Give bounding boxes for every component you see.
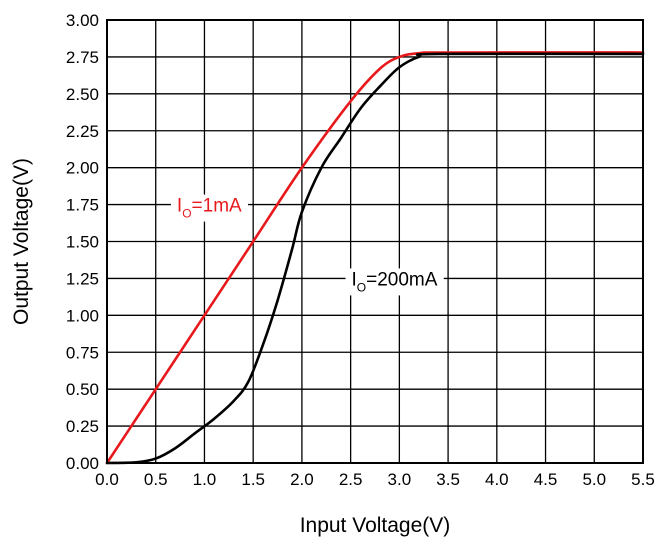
- x-tick-label: 0.5: [144, 470, 168, 489]
- x-tick-label: 3.5: [436, 470, 460, 489]
- x-axis-ticks: 0.0 0.5 1.0 1.5 2.0 2.5 3.0 3.5 4.0 4.5 5.0 5.5: [95, 470, 655, 489]
- y-tick-label: 2.50: [66, 85, 99, 104]
- y-axis-title: Output Voltage(V): [10, 158, 33, 325]
- y-tick-label: 1.25: [66, 269, 99, 288]
- y-tick-label: 0.75: [66, 343, 99, 362]
- x-tick-label: 5.0: [582, 470, 606, 489]
- series-layer: [105, 51, 645, 465]
- x-tick-label: 1.5: [241, 470, 265, 489]
- x-tick-label: 2.0: [290, 470, 314, 489]
- x-tick-label: 3.0: [388, 470, 412, 489]
- annotation-main: I: [177, 196, 182, 217]
- curve-annotation: IO=200mA: [345, 268, 444, 296]
- y-tick-label: 0.25: [66, 417, 99, 436]
- x-tick-label: 4.0: [485, 470, 509, 489]
- series-line-2: [105, 52, 645, 465]
- y-tick-label: 0.00: [66, 454, 99, 473]
- y-tick-label: 1.00: [66, 306, 99, 325]
- y-tick-label: 3.00: [66, 11, 99, 30]
- x-tick-label: 5.5: [631, 470, 655, 489]
- x-tick-label: 0.0: [95, 470, 119, 489]
- x-tick-label: 4.5: [534, 470, 558, 489]
- y-tick-label: 2.25: [66, 122, 99, 141]
- series-line-1: [105, 51, 645, 465]
- annotation-rest: =200mA: [366, 269, 438, 290]
- y-tick-label: 2.75: [66, 48, 99, 67]
- curve-annotation: IO=1mA: [170, 194, 249, 222]
- annotation-label: IO=200mA: [352, 269, 438, 294]
- y-tick-label: 0.50: [66, 380, 99, 399]
- annotation-label: IO=1mA: [177, 196, 242, 221]
- annotation-rest: =1mA: [192, 196, 242, 217]
- y-tick-label: 1.75: [66, 196, 99, 215]
- annotation-background: [345, 268, 444, 296]
- annotation-background: [170, 194, 249, 222]
- x-tick-label: 2.5: [339, 470, 363, 489]
- grid: [106, 19, 644, 464]
- annotation-main: I: [352, 269, 357, 290]
- plot-frame: [106, 19, 644, 464]
- annotation-subscript: O: [182, 207, 191, 221]
- x-tick-label: 1.0: [193, 470, 217, 489]
- y-tick-label: 2.00: [66, 159, 99, 178]
- annotation-subscript: O: [357, 280, 366, 294]
- y-tick-label: 1.50: [66, 233, 99, 252]
- x-axis-title: Input Voltage(V): [300, 514, 451, 537]
- y-axis-ticks: 0.00 0.25 0.50 0.75 1.00 1.25 1.50 1.75 2.00 2.25…: [66, 11, 99, 473]
